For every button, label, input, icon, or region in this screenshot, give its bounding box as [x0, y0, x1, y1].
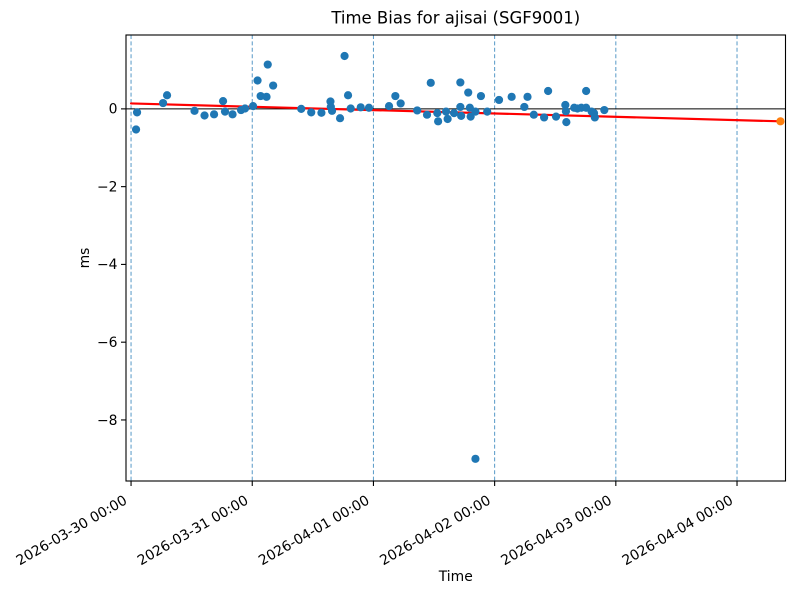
measurements-point: [343, 91, 353, 100]
measurements-point: [483, 107, 492, 116]
measurements-point: [356, 103, 365, 112]
measurements-point: [307, 108, 316, 117]
measurements-point: [218, 97, 228, 106]
measurements-point: [600, 105, 609, 115]
measurements-point: [471, 454, 480, 463]
measurements-point: [494, 95, 504, 105]
chart-title: Time Bias for ajisai (SGF9001): [330, 9, 580, 28]
y-axis-label: ms: [77, 248, 93, 269]
x-tick-label: 2026-04-04 00:00: [620, 493, 736, 569]
measurements-point: [317, 108, 326, 117]
x-tick-label: 2026-04-02 00:00: [377, 493, 493, 569]
x-axis-label: Time: [438, 569, 473, 585]
measurements-point: [476, 91, 486, 101]
measurements-point: [263, 60, 272, 69]
measurements-point: [457, 111, 466, 120]
measurements-point: [590, 113, 599, 122]
measurements-point: [327, 106, 337, 115]
measurements-point: [561, 107, 571, 116]
tick-marks: [121, 108, 738, 486]
y-tick-label: −8: [97, 413, 117, 429]
measurements-point: [132, 108, 142, 117]
y-tick-label: −4: [97, 257, 118, 273]
measurements-point: [507, 92, 516, 101]
measurements-point: [529, 110, 538, 119]
y-tick-label: −6: [97, 335, 117, 351]
plot-area-frame: [125, 34, 787, 482]
measurements-point: [158, 98, 168, 108]
x-tick-label: 2026-04-01 00:00: [256, 493, 372, 569]
x-tick-labels: 2026-03-30 00:00 2026-03-31 00:00 2026-04-…: [14, 493, 736, 569]
measurements-point: [240, 104, 250, 113]
measurements-point: [471, 107, 480, 116]
y-tick-label: −2: [97, 179, 117, 195]
measurements-point: [456, 102, 465, 112]
measurements-point: [200, 111, 209, 120]
measurements-point: [391, 91, 400, 101]
measurements-point: [562, 118, 571, 127]
measurements-point: [220, 107, 230, 116]
measurements-point: [582, 86, 591, 96]
measurements-point: [190, 106, 199, 115]
measurements-point: [441, 107, 451, 116]
measurements-point: [422, 110, 432, 119]
measurements-point: [262, 92, 271, 101]
measurements-point: [384, 102, 394, 111]
measurements-point: [228, 110, 237, 119]
measurements-point: [340, 51, 349, 61]
measurements-point: [433, 109, 442, 118]
measurements-point: [540, 113, 549, 122]
measurements-point: [162, 91, 172, 100]
x-tick-label: 2026-03-31 00:00: [135, 493, 251, 569]
measurements-point: [544, 86, 553, 96]
measurements-point: [131, 125, 141, 134]
measurements-point: [413, 106, 422, 115]
y-tick-labels: 0 −2 −4 −6 −8: [97, 102, 118, 429]
measurements-point: [426, 78, 435, 87]
measurements-point: [396, 99, 405, 108]
measurements-point: [464, 88, 473, 97]
measurements-point: [434, 117, 443, 126]
scatter-points-layer: [131, 51, 785, 463]
measurements-point: [551, 112, 561, 121]
prediction-point: [776, 117, 785, 126]
measurements-point: [253, 76, 262, 85]
measurements-point: [209, 110, 219, 119]
measurements-point: [248, 102, 258, 111]
measurements-point: [335, 114, 345, 123]
measurements-point: [456, 78, 465, 87]
measurements-point: [269, 81, 278, 90]
measurements-point: [523, 92, 532, 101]
measurements-point: [449, 109, 459, 118]
x-tick-label: 2026-04-03 00:00: [498, 493, 614, 569]
measurements-point: [346, 104, 355, 113]
measurements-point: [520, 102, 529, 112]
measurements-point: [364, 103, 374, 112]
y-tick-label: 0: [109, 102, 118, 118]
measurements-point: [297, 104, 306, 113]
x-tick-label: 2026-03-30 00:00: [14, 493, 130, 569]
measurements-point: [561, 100, 570, 110]
measurements-point: [443, 114, 452, 124]
